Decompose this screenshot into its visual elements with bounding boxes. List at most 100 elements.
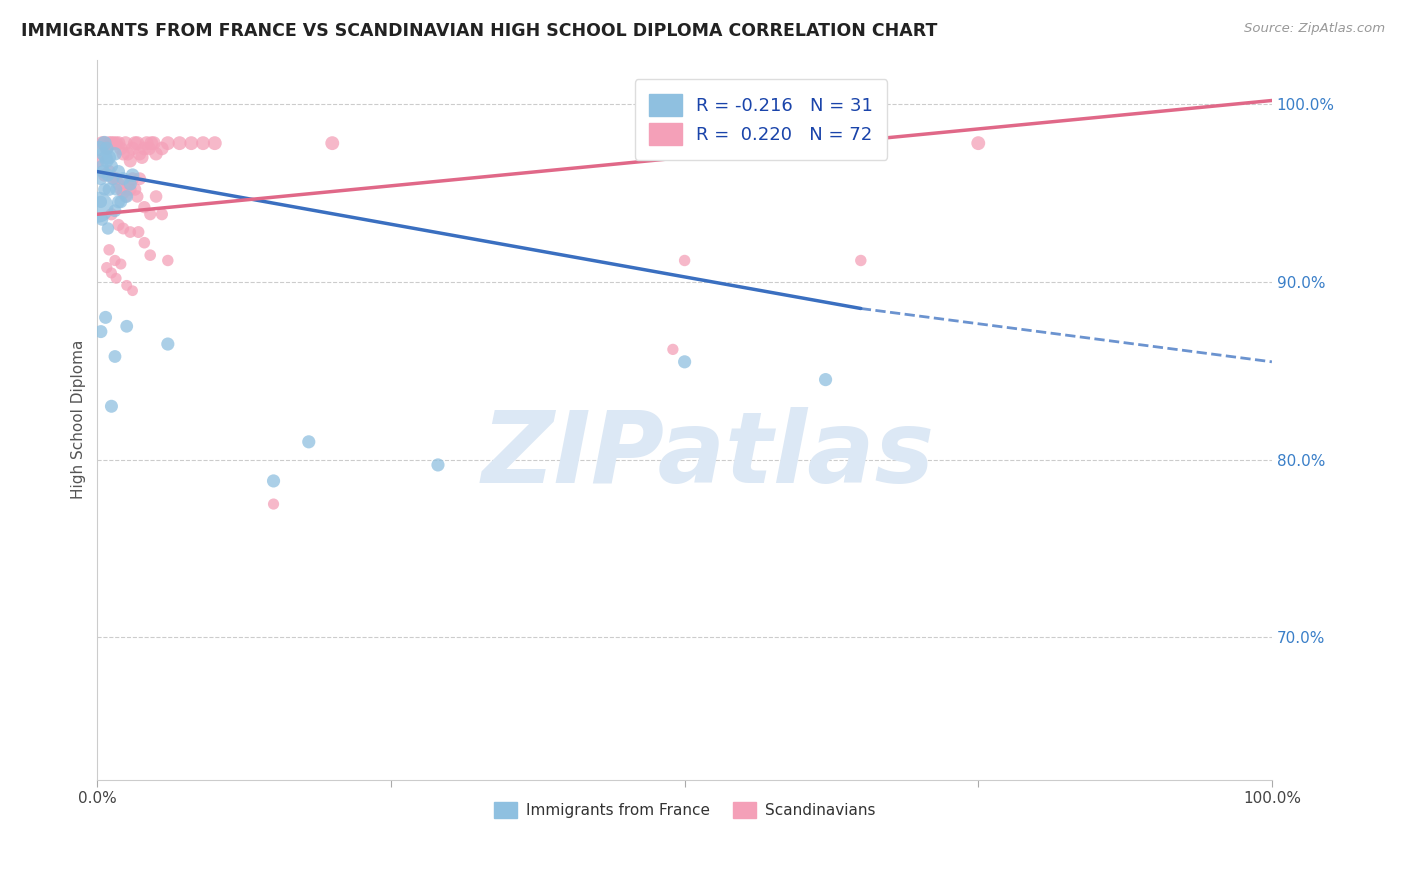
Point <box>112 146 135 161</box>
Point <box>87 153 110 168</box>
Point <box>96 153 118 168</box>
Point <box>134 141 156 155</box>
Point <box>967 136 990 150</box>
Point <box>93 136 115 150</box>
Point <box>91 136 114 150</box>
Point <box>114 136 136 150</box>
Point <box>98 243 121 257</box>
Point <box>117 146 139 161</box>
Point <box>134 200 156 214</box>
Point <box>204 136 226 150</box>
Point <box>134 235 156 250</box>
Point <box>107 194 129 209</box>
Point <box>110 141 132 155</box>
Point <box>120 177 142 191</box>
Point <box>110 257 132 271</box>
Point <box>98 182 121 196</box>
Y-axis label: High School Diploma: High School Diploma <box>72 340 86 500</box>
Point <box>96 141 118 155</box>
Point <box>96 260 118 275</box>
Point <box>112 221 135 235</box>
Point <box>139 248 162 262</box>
Point <box>103 136 125 150</box>
Point <box>107 164 129 178</box>
Point <box>150 141 173 155</box>
Point <box>104 253 127 268</box>
Point <box>117 177 139 191</box>
Text: IMMIGRANTS FROM FRANCE VS SCANDINAVIAN HIGH SCHOOL DIPLOMA CORRELATION CHART: IMMIGRANTS FROM FRANCE VS SCANDINAVIAN H… <box>21 22 938 40</box>
Point <box>90 171 112 186</box>
Point <box>121 168 143 182</box>
Point <box>101 171 124 186</box>
Point <box>121 284 143 298</box>
Legend: Immigrants from France, Scandinavians: Immigrants from France, Scandinavians <box>486 795 883 826</box>
Point <box>169 136 191 150</box>
Point <box>142 136 165 150</box>
Point <box>120 182 142 196</box>
Point <box>121 171 143 186</box>
Point <box>105 182 128 196</box>
Point <box>90 325 112 339</box>
Point <box>89 141 111 155</box>
Point <box>127 225 149 239</box>
Point <box>98 150 121 164</box>
Point <box>107 177 129 191</box>
Point <box>93 168 115 182</box>
Point <box>131 150 153 164</box>
Point <box>104 146 127 161</box>
Point <box>91 212 114 227</box>
Point <box>112 171 135 186</box>
Point <box>96 141 118 155</box>
Point <box>145 146 167 161</box>
Point <box>298 434 321 449</box>
Point <box>105 171 128 186</box>
Point <box>105 271 128 285</box>
Point <box>100 266 122 280</box>
Point <box>673 253 696 268</box>
Point <box>673 355 696 369</box>
Point <box>110 194 132 209</box>
Point <box>263 474 285 488</box>
Point <box>105 136 128 150</box>
Point <box>100 207 122 221</box>
Point <box>91 146 114 161</box>
Point <box>191 136 214 150</box>
Text: ZIPatlas: ZIPatlas <box>481 407 935 504</box>
Point <box>156 136 179 150</box>
Text: Source: ZipAtlas.com: Source: ZipAtlas.com <box>1244 22 1385 36</box>
Point <box>94 150 117 164</box>
Point <box>91 164 114 178</box>
Point <box>98 164 121 178</box>
Point <box>121 141 143 155</box>
Point <box>110 182 132 196</box>
Point <box>93 182 115 196</box>
Point <box>145 189 167 203</box>
Point <box>124 182 146 196</box>
Point <box>263 497 285 511</box>
Point <box>139 207 162 221</box>
Point <box>814 373 837 387</box>
Point <box>120 153 142 168</box>
Point <box>115 319 138 334</box>
Point <box>180 136 202 150</box>
Point <box>104 350 127 364</box>
Point <box>90 194 112 209</box>
Point <box>127 189 149 203</box>
Point <box>93 136 115 150</box>
Point <box>124 136 146 150</box>
Point <box>100 159 122 173</box>
Point <box>103 171 125 186</box>
Point <box>114 189 136 203</box>
Point <box>849 253 872 268</box>
Point <box>141 136 163 150</box>
Point <box>321 136 343 150</box>
Point <box>104 203 127 218</box>
Point <box>87 200 110 214</box>
Point <box>150 207 173 221</box>
Point <box>112 186 135 200</box>
Point <box>128 146 150 161</box>
Point <box>107 136 129 150</box>
Point <box>662 343 685 357</box>
Point <box>427 458 450 472</box>
Point <box>156 337 179 351</box>
